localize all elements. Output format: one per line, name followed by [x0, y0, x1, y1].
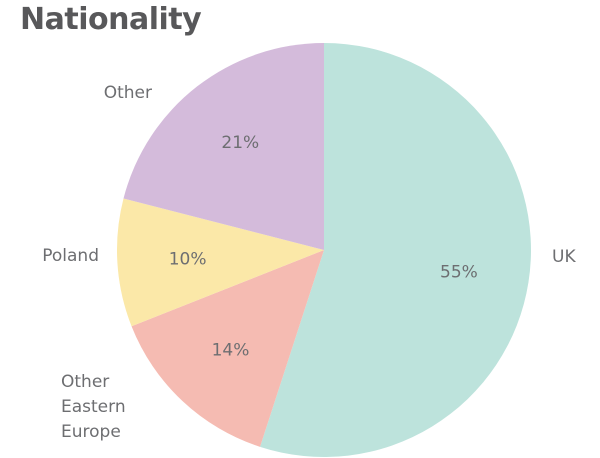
- slice-category-label: Other Eastern Europe: [61, 372, 126, 442]
- pie-slice-uk: [260, 43, 531, 457]
- chart-title: Nationality: [20, 2, 202, 37]
- pie-slice-other-eastern-europe: [131, 250, 324, 447]
- slice-category-label: Other: [104, 83, 152, 103]
- slice-category-label: UK: [552, 247, 576, 267]
- slice-percentage-label: 21%: [221, 133, 259, 153]
- slice-percentage-label: 55%: [440, 262, 478, 282]
- pie-slices: [116, 43, 531, 457]
- slice-percentage-label: 10%: [169, 250, 207, 270]
- pie-slice-poland: [116, 198, 324, 327]
- percentage-labels: 55% 14% 10% 21%: [169, 133, 478, 361]
- slice-category-label: Poland: [42, 246, 99, 266]
- slice-percentage-label: 14%: [212, 341, 250, 361]
- category-labels: UK Other Eastern Europe Poland Other: [42, 83, 576, 442]
- pie-slice-other: [123, 43, 324, 250]
